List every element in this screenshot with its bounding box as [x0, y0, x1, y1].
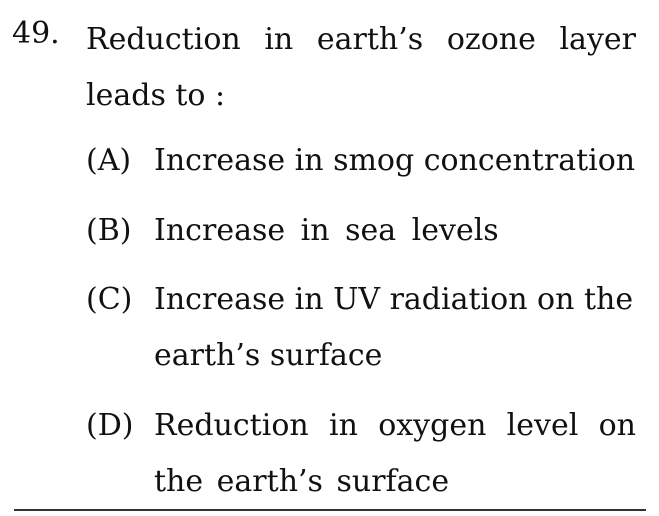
option-b-text: Increase in sea levels — [154, 209, 636, 265]
option-d-line-2: the earth’s surface — [154, 464, 450, 499]
option-d-label: (D) — [86, 408, 134, 443]
question-stem-line-1: Reduction in earth’s ozone layer — [86, 22, 636, 57]
option-a-line-1: Increase in smog concentration — [154, 143, 636, 178]
option-c-line-1: Increase in UV radiation on the — [154, 282, 634, 317]
question-stem-line-2: leads to : — [86, 78, 226, 113]
option-c-text: Increase in UV radiation on the earth’s … — [154, 278, 636, 390]
question-number: 49. — [12, 16, 60, 51]
option-b-line-1: Increase in sea levels — [154, 213, 499, 248]
option-a-label: (A) — [86, 143, 132, 178]
option-c-line-2: earth’s surface — [154, 338, 383, 373]
option-d-text: Reduction in oxygen level on the earth’s… — [154, 404, 636, 516]
option-b-label: (B) — [86, 213, 132, 248]
option-a-text: Increase in smog concentration — [154, 139, 636, 195]
question-stem: Reduction in earth’s ozone layer leads t… — [86, 12, 636, 124]
option-d-line-1: Reduction in oxygen level on — [154, 408, 636, 443]
option-c-label: (C) — [86, 282, 133, 317]
bottom-divider — [14, 509, 646, 511]
